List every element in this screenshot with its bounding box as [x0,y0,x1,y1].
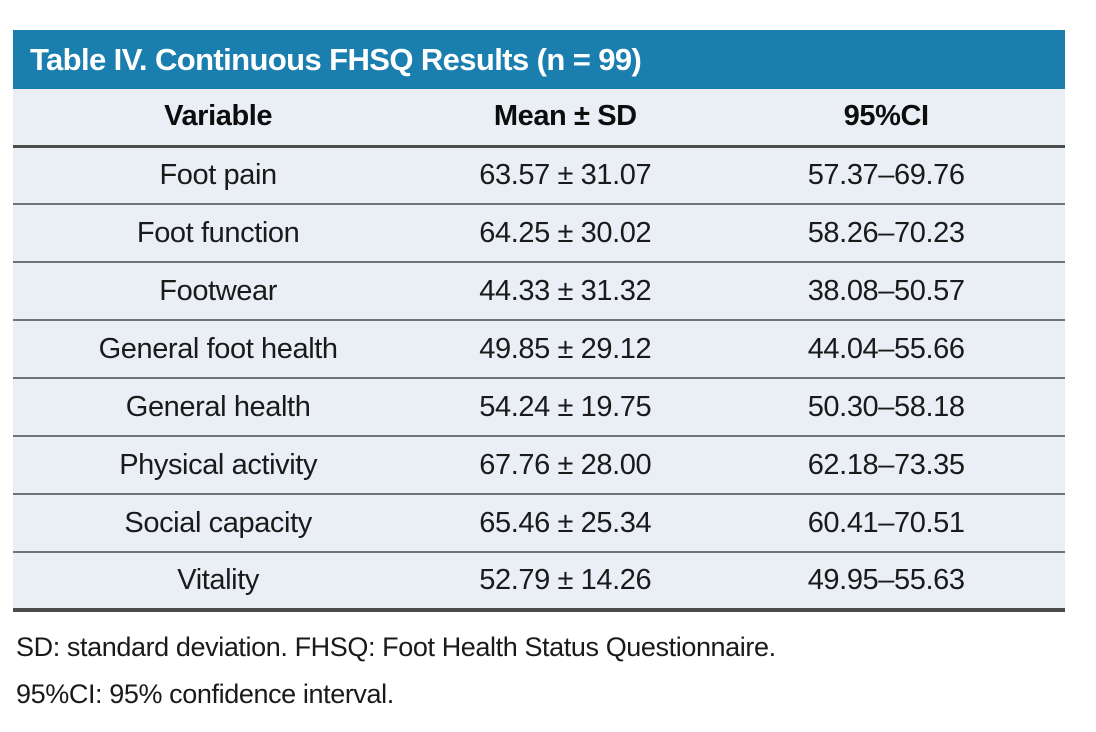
cell-ci: 58.26–70.23 [807,216,965,249]
cell-ci: 62.18–73.35 [807,448,965,481]
cell-mean-sd: 44.33 ± 31.32 [479,274,652,307]
table-figure: Table IV. Continuous FHSQ Results (n = 9… [13,30,1065,718]
table-row: General health 54.24 ± 19.75 50.30–58.18 [13,378,1065,436]
cell-mean-sd: 63.57 ± 31.07 [479,158,652,191]
table-row: Foot pain 63.57 ± 31.07 57.37–69.76 [13,146,1065,204]
cell-ci: 49.95–55.63 [807,564,965,596]
table-row: Footwear 44.33 ± 31.32 38.08–50.57 [13,262,1065,320]
cell-variable: Footwear [159,274,277,307]
col-header-mean-sd: Mean ± SD [493,100,637,133]
cell-ci: 60.41–70.51 [807,506,965,539]
cell-variable: Foot function [136,216,300,249]
table-row: Foot function 64.25 ± 30.02 58.26–70.23 [13,204,1065,262]
cell-mean-sd: 49.85 ± 29.12 [479,332,652,365]
header-row: Variable Mean ± SD 95%CI [13,89,1065,146]
table-row: General foot health 49.85 ± 29.12 44.04–… [13,320,1065,378]
cell-variable: Foot pain [159,158,277,191]
table-row: Vitality 52.79 ± 14.26 49.95–55.63 [13,552,1065,610]
cell-variable: General health [125,390,311,423]
cell-mean-sd: 52.79 ± 14.26 [479,564,652,596]
cell-variable: Vitality [177,564,259,596]
cell-variable: Physical activity [119,448,318,481]
cell-ci: 44.04–55.66 [807,332,965,365]
col-header-variable: Variable [164,100,273,133]
cell-ci: 50.30–58.18 [807,390,965,423]
table-row: Physical activity 67.76 ± 28.00 62.18–73… [13,436,1065,494]
cell-mean-sd: 64.25 ± 30.02 [479,216,652,249]
col-header-95ci: 95%CI [843,100,929,133]
footnote-line-2: 95%CI: 95% confidence interval. [16,679,394,709]
cell-ci: 57.37–69.76 [807,158,965,191]
fhsq-results-table: Variable Mean ± SD 95%CI Foot pain 63.57… [13,89,1065,612]
cell-variable: Social capacity [124,506,312,539]
cell-ci: 38.08–50.57 [807,274,965,307]
cell-variable: General foot health [98,332,338,365]
table-title: Table IV. Continuous FHSQ Results (n = 9… [30,41,642,77]
footnote-line-1: SD: standard deviation. FHSQ: Foot Healt… [16,632,776,662]
cell-mean-sd: 54.24 ± 19.75 [479,390,652,423]
table-title-bar: Table IV. Continuous FHSQ Results (n = 9… [13,30,1065,89]
cell-mean-sd: 67.76 ± 28.00 [479,448,652,481]
table-row: Social capacity 65.46 ± 25.34 60.41–70.5… [13,494,1065,552]
table-footnotes: SD: standard deviation. FHSQ: Foot Healt… [13,624,1065,718]
cell-mean-sd: 65.46 ± 25.34 [479,506,652,539]
